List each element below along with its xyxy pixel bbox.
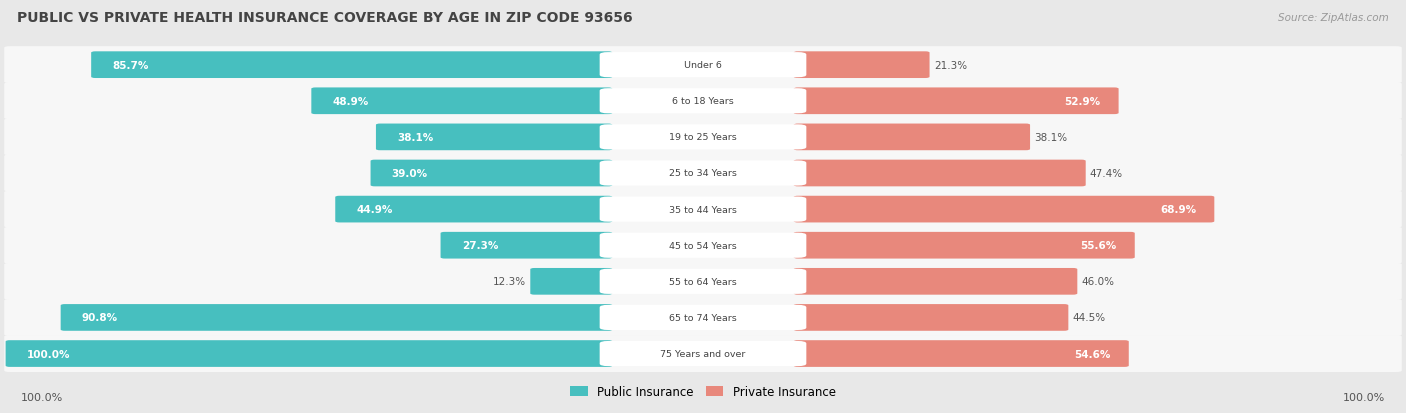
- Text: 75 Years and over: 75 Years and over: [661, 349, 745, 358]
- Text: 52.9%: 52.9%: [1064, 97, 1101, 107]
- FancyBboxPatch shape: [4, 191, 1402, 228]
- Text: 65 to 74 Years: 65 to 74 Years: [669, 313, 737, 322]
- FancyBboxPatch shape: [599, 161, 807, 186]
- FancyBboxPatch shape: [599, 89, 807, 114]
- Text: 100.0%: 100.0%: [1343, 392, 1385, 402]
- FancyBboxPatch shape: [4, 299, 1402, 336]
- FancyBboxPatch shape: [599, 305, 807, 330]
- Text: 68.9%: 68.9%: [1160, 204, 1197, 215]
- FancyBboxPatch shape: [793, 232, 1135, 259]
- Text: 38.1%: 38.1%: [396, 133, 433, 142]
- FancyBboxPatch shape: [793, 268, 1077, 295]
- Text: 45 to 54 Years: 45 to 54 Years: [669, 241, 737, 250]
- FancyBboxPatch shape: [599, 233, 807, 258]
- Text: 44.9%: 44.9%: [356, 204, 392, 215]
- FancyBboxPatch shape: [793, 196, 1215, 223]
- FancyBboxPatch shape: [599, 125, 807, 150]
- FancyBboxPatch shape: [4, 335, 1402, 372]
- Text: 48.9%: 48.9%: [332, 97, 368, 107]
- Text: 25 to 34 Years: 25 to 34 Years: [669, 169, 737, 178]
- Text: 21.3%: 21.3%: [934, 61, 967, 71]
- Text: 19 to 25 Years: 19 to 25 Years: [669, 133, 737, 142]
- Text: 55 to 64 Years: 55 to 64 Years: [669, 277, 737, 286]
- Text: 100.0%: 100.0%: [27, 349, 70, 358]
- FancyBboxPatch shape: [311, 88, 613, 115]
- FancyBboxPatch shape: [793, 160, 1085, 187]
- Text: PUBLIC VS PRIVATE HEALTH INSURANCE COVERAGE BY AGE IN ZIP CODE 93656: PUBLIC VS PRIVATE HEALTH INSURANCE COVER…: [17, 11, 633, 25]
- Text: 38.1%: 38.1%: [1035, 133, 1067, 142]
- FancyBboxPatch shape: [440, 232, 613, 259]
- FancyBboxPatch shape: [4, 119, 1402, 156]
- Text: 90.8%: 90.8%: [82, 313, 118, 323]
- FancyBboxPatch shape: [793, 52, 929, 79]
- Text: 54.6%: 54.6%: [1074, 349, 1111, 358]
- FancyBboxPatch shape: [793, 88, 1119, 115]
- FancyBboxPatch shape: [4, 47, 1402, 84]
- Text: 12.3%: 12.3%: [494, 277, 526, 287]
- Legend: Public Insurance, Private Insurance: Public Insurance, Private Insurance: [565, 381, 841, 403]
- Text: 35 to 44 Years: 35 to 44 Years: [669, 205, 737, 214]
- Text: 100.0%: 100.0%: [21, 392, 63, 402]
- Text: Under 6: Under 6: [685, 61, 721, 70]
- FancyBboxPatch shape: [599, 53, 807, 78]
- FancyBboxPatch shape: [4, 263, 1402, 300]
- FancyBboxPatch shape: [60, 304, 613, 331]
- Text: 47.4%: 47.4%: [1090, 169, 1123, 178]
- FancyBboxPatch shape: [599, 341, 807, 366]
- FancyBboxPatch shape: [793, 340, 1129, 367]
- Text: 39.0%: 39.0%: [392, 169, 427, 178]
- FancyBboxPatch shape: [599, 197, 807, 222]
- FancyBboxPatch shape: [4, 227, 1402, 264]
- Text: Source: ZipAtlas.com: Source: ZipAtlas.com: [1278, 13, 1389, 23]
- FancyBboxPatch shape: [530, 268, 613, 295]
- Text: 44.5%: 44.5%: [1073, 313, 1105, 323]
- FancyBboxPatch shape: [335, 196, 613, 223]
- FancyBboxPatch shape: [4, 83, 1402, 120]
- FancyBboxPatch shape: [371, 160, 613, 187]
- Text: 55.6%: 55.6%: [1080, 241, 1116, 251]
- FancyBboxPatch shape: [91, 52, 613, 79]
- FancyBboxPatch shape: [6, 340, 613, 367]
- FancyBboxPatch shape: [793, 124, 1031, 151]
- FancyBboxPatch shape: [375, 124, 613, 151]
- Text: 27.3%: 27.3%: [461, 241, 498, 251]
- FancyBboxPatch shape: [4, 155, 1402, 192]
- Text: 85.7%: 85.7%: [112, 61, 149, 71]
- FancyBboxPatch shape: [599, 269, 807, 294]
- Text: 46.0%: 46.0%: [1081, 277, 1115, 287]
- Text: 6 to 18 Years: 6 to 18 Years: [672, 97, 734, 106]
- FancyBboxPatch shape: [793, 304, 1069, 331]
